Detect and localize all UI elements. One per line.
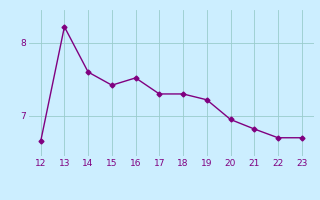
Text: Windchill (Refroidissement éolien,°C): Windchill (Refroidissement éolien,°C) [51, 177, 269, 187]
